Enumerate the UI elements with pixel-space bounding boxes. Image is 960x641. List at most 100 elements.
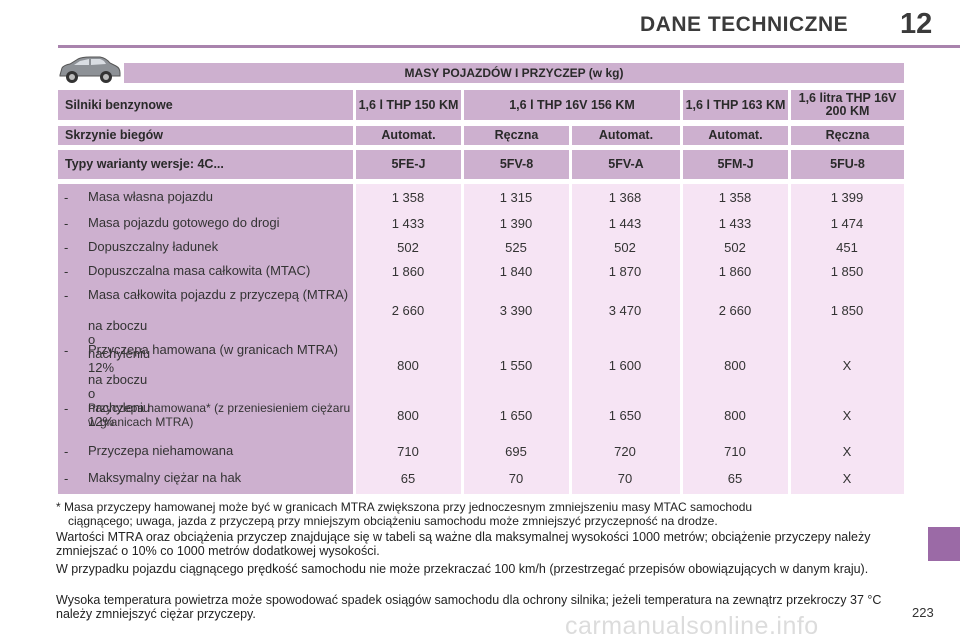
row-value: 65 [400, 471, 416, 486]
row-label: Masa całkowita pojazdu z przyczepą (MTRA… [88, 287, 349, 302]
table-title: MASY POJAZDÓW I PRZYCZEP (w kg) [124, 63, 904, 83]
type-cell: 5FV-A [572, 150, 680, 179]
row-value: 1 850 [830, 303, 864, 318]
watermark: carmanualsonline.info [565, 612, 819, 640]
row-sublabel: na zboczu o nachyleniu 12% [88, 372, 151, 429]
row-value: 65 [727, 471, 743, 486]
row-dash: - [64, 216, 69, 231]
row-value: 1 840 [499, 264, 533, 279]
row-label: Przyczepa niehamowana [88, 443, 234, 458]
row-dash: - [64, 343, 69, 358]
chapter-tab [928, 527, 960, 561]
row-value: X [842, 444, 852, 459]
row-label: Maksymalny ciężar na hak [88, 470, 242, 485]
row-value: 800 [397, 408, 419, 423]
value-column [464, 184, 569, 494]
row-value: 695 [505, 444, 527, 459]
row-value: 525 [505, 240, 527, 255]
row-value: 1 368 [608, 190, 642, 205]
value-column [356, 184, 461, 494]
row-value: 1 433 [718, 216, 752, 231]
row-value: 1 474 [830, 216, 864, 231]
row-value: 502 [724, 240, 746, 255]
type-cell: 5FM-J [683, 150, 788, 179]
footnote-line: ciągnącego; uwaga, jazda z przyczepą prz… [68, 514, 718, 528]
row-value: 502 [397, 240, 419, 255]
note-paragraph: Wartości MTRA oraz obciążenia przyczep z… [56, 530, 871, 558]
row-label: Masa własna pojazdu [88, 189, 214, 204]
row-dash: - [64, 288, 69, 303]
row-value: 800 [397, 358, 419, 373]
row-value: 1 870 [608, 264, 642, 279]
chapter-title: DANE TECHNICZNE [640, 13, 849, 36]
page-number: 223 [912, 605, 934, 620]
row-value: 800 [724, 358, 746, 373]
row-value: 70 [508, 471, 524, 486]
row-label: Przyczepa hamowana (w granicach MTRA) [88, 342, 338, 357]
row-value: 710 [724, 444, 746, 459]
row-value: 1 390 [499, 216, 533, 231]
row-value: 1 860 [718, 264, 752, 279]
row-value: X [842, 408, 852, 423]
row-dash: - [64, 240, 69, 255]
engine-header: 1,6 l THP 16V 156 KM [464, 90, 680, 120]
gearbox-cell: Ręczna [791, 126, 904, 145]
row-value: 1 650 [608, 408, 642, 423]
label-column [58, 184, 353, 494]
engine-header: 1,6 litra THP 16V 200 KM [791, 90, 904, 120]
car-icon [59, 56, 121, 83]
row-sublabel: na zboczu o nachyleniu 12% [88, 318, 151, 375]
footnote: * Masa przyczepy hamowanej może być w gr… [56, 500, 912, 528]
row-value: 1 600 [608, 358, 642, 373]
row-value: 1 650 [499, 408, 533, 423]
row-value: 2 660 [718, 303, 752, 318]
row-dash: - [64, 264, 69, 279]
engine-header: 1,6 l THP 163 KM [683, 90, 788, 120]
row-value: 1 433 [391, 216, 425, 231]
row-value: X [842, 358, 852, 373]
row-value: 451 [836, 240, 858, 255]
row-dash: - [64, 471, 69, 486]
value-column [791, 184, 904, 494]
row-value: 1 550 [499, 358, 533, 373]
type-cell: 5FV-8 [464, 150, 569, 179]
row-value: 1 358 [718, 190, 752, 205]
row-value: 1 860 [391, 264, 425, 279]
row-value: 1 358 [391, 190, 425, 205]
row-value: 720 [614, 444, 636, 459]
note-paragraph: W przypadku pojazdu ciągnącego prędkość … [56, 562, 869, 576]
type-cell: 5FU-8 [791, 150, 904, 179]
row-value: 502 [614, 240, 636, 255]
row-value: 3 390 [499, 303, 533, 318]
gearbox-cell: Automat. [572, 126, 680, 145]
row-value: 70 [617, 471, 633, 486]
row-value: 1 443 [608, 216, 642, 231]
row-value: 710 [397, 444, 419, 459]
header-divider [58, 45, 960, 48]
row-value: 3 470 [608, 303, 642, 318]
gearbox-row-label: Skrzynie biegów [58, 126, 353, 145]
gearbox-cell: Ręczna [464, 126, 569, 145]
row-value: 1 315 [499, 190, 533, 205]
type-row-label: Typy warianty wersje: 4C... [58, 150, 353, 179]
engine-row-label: Silniki benzynowe [58, 90, 353, 120]
row-label: Dopuszczalny ładunek [88, 239, 219, 254]
row-dash: - [64, 401, 69, 416]
value-column [572, 184, 680, 494]
row-dash: - [64, 444, 69, 459]
footnote-line: * Masa przyczepy hamowanej może być w gr… [56, 500, 753, 514]
row-value: X [842, 471, 852, 486]
row-dash: - [64, 190, 69, 205]
engine-header: 1,6 l THP 150 KM [356, 90, 461, 120]
type-cell: 5FE-J [356, 150, 461, 179]
row-value: 1 850 [830, 264, 864, 279]
gearbox-cell: Automat. [356, 126, 461, 145]
chapter-number: 12 [900, 8, 933, 40]
value-column [683, 184, 788, 494]
row-label: Masa pojazdu gotowego do drogi [88, 215, 280, 230]
row-label: Dopuszczalna masa całkowita (MTAC) [88, 263, 311, 278]
gearbox-cell: Automat. [683, 126, 788, 145]
note-paragraph: Wysoka temperatura powietrza może spowod… [56, 593, 882, 621]
row-value: 2 660 [391, 303, 425, 318]
row-label: Przyczepa hamowana* (z przeniesieniem ci… [88, 401, 351, 429]
